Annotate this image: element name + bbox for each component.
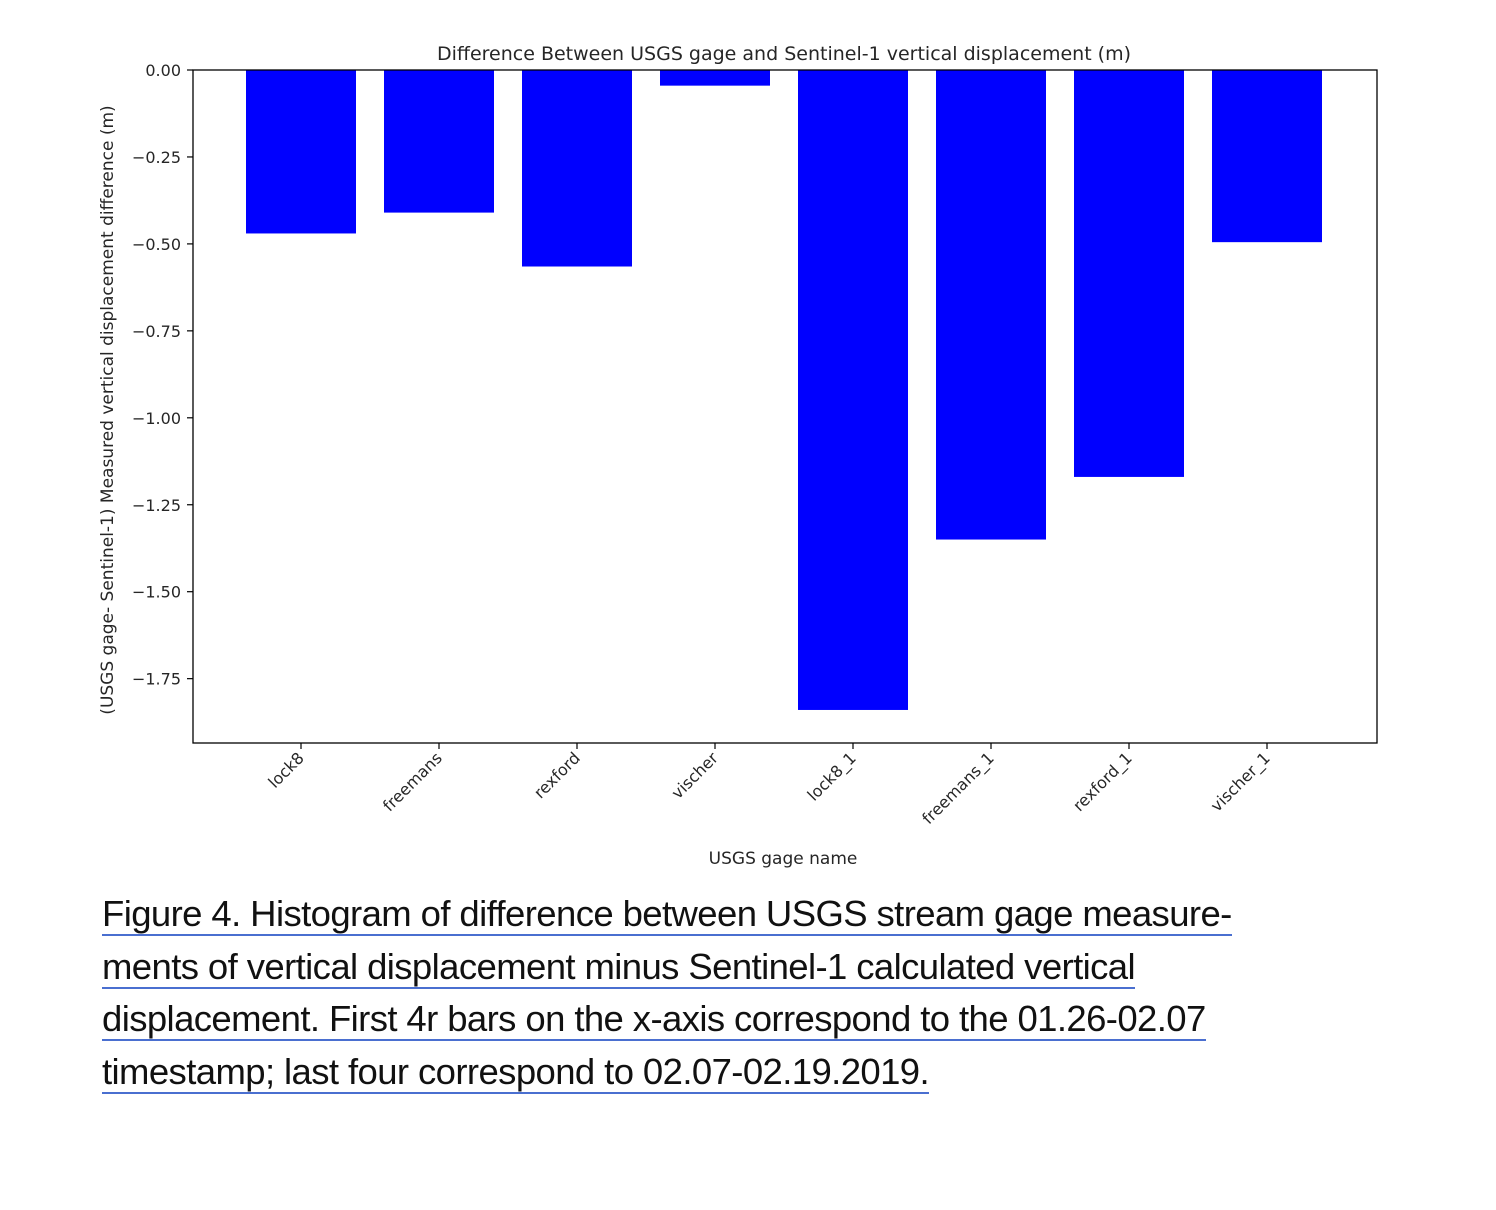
y-axis-label: (USGS gage- Sentinel-1) Measured vertica… xyxy=(98,105,118,714)
bar-freemans_1 xyxy=(936,70,1046,540)
bar-lock8_1 xyxy=(798,70,908,710)
y-tick-label: −0.50 xyxy=(132,235,181,254)
bars xyxy=(246,70,1322,710)
caption-text: displacement. First 4r bars on the x-axi… xyxy=(102,998,1206,1041)
y-tick-label: −0.75 xyxy=(132,322,181,341)
caption-line: displacement. First 4r bars on the x-axi… xyxy=(102,993,1392,1046)
bar-vischer xyxy=(660,70,770,86)
y-tick-label: 0.00 xyxy=(145,61,181,80)
x-tick-label: vischer xyxy=(668,748,722,802)
x-tick-label: rexford_1 xyxy=(1069,748,1136,815)
y-axis: 0.00 −0.25 −0.50 −0.75 −1.00 −1.25 −1.50 −1.75 xyxy=(132,61,193,689)
bar-rexford xyxy=(522,70,632,267)
bar-chart: Difference Between USGS gage and Sentine… xyxy=(98,43,1378,869)
x-tick-label: freemans xyxy=(379,748,446,815)
y-tick-label: −1.50 xyxy=(132,583,181,602)
bar-freemans xyxy=(384,70,494,213)
y-tick-label: −1.25 xyxy=(132,496,181,515)
y-tick-label: −1.75 xyxy=(132,670,181,689)
chart-title: Difference Between USGS gage and Sentine… xyxy=(437,43,1131,65)
x-axis: lock8 freemans rexford vischer lock8_1 freema… xyxy=(264,743,1275,829)
x-tick-label: freemans_1 xyxy=(918,748,998,828)
caption-text: timestamp; last four correspond to 02.07… xyxy=(102,1050,930,1094)
plot-area-frame xyxy=(192,69,1378,744)
caption-text: Figure 4. Histogram of difference betwee… xyxy=(102,893,1232,936)
figure-caption: Figure 4. Histogram of difference betwee… xyxy=(102,888,1392,1098)
caption-line: timestamp; last four correspond to 02.07… xyxy=(102,1046,1392,1099)
bar-vischer_1 xyxy=(1212,70,1322,243)
y-tick-label: −1.00 xyxy=(132,409,181,428)
caption-text: ments of vertical displacement minus Sen… xyxy=(102,945,1136,989)
x-tick-label: lock8 xyxy=(264,748,307,791)
x-tick-label: vischer_1 xyxy=(1207,748,1275,816)
y-tick-label: −0.25 xyxy=(132,148,181,167)
x-tick-label: lock8_1 xyxy=(804,748,861,805)
caption-line: Figure 4. Histogram of difference betwee… xyxy=(102,888,1392,941)
bar-lock8 xyxy=(246,70,356,234)
x-axis-label: USGS gage name xyxy=(709,849,858,869)
bar-rexford_1 xyxy=(1074,70,1184,477)
caption-line: ments of vertical displacement minus Sen… xyxy=(102,941,1392,994)
x-tick-label: rexford xyxy=(530,748,584,802)
